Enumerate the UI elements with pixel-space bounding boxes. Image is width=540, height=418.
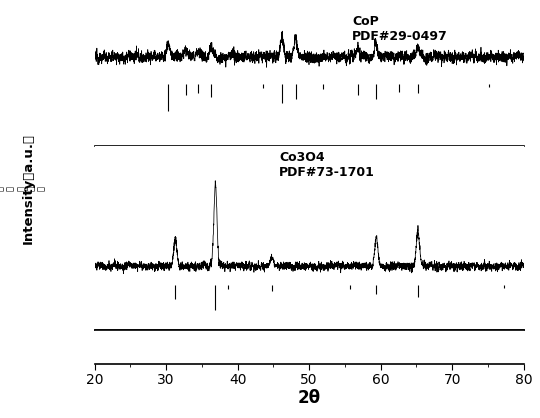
Text: ）
位
单
意
任
（
度
强: ） 位 单 意 任 （ 度 强 bbox=[0, 186, 46, 191]
X-axis label: 2θ: 2θ bbox=[298, 389, 321, 407]
Text: CoP
PDF#29-0497: CoP PDF#29-0497 bbox=[352, 15, 448, 43]
Text: Intensity（a.u.）: Intensity（a.u.） bbox=[22, 133, 35, 244]
Text: Co3O4
PDF#73-1701: Co3O4 PDF#73-1701 bbox=[279, 151, 375, 179]
